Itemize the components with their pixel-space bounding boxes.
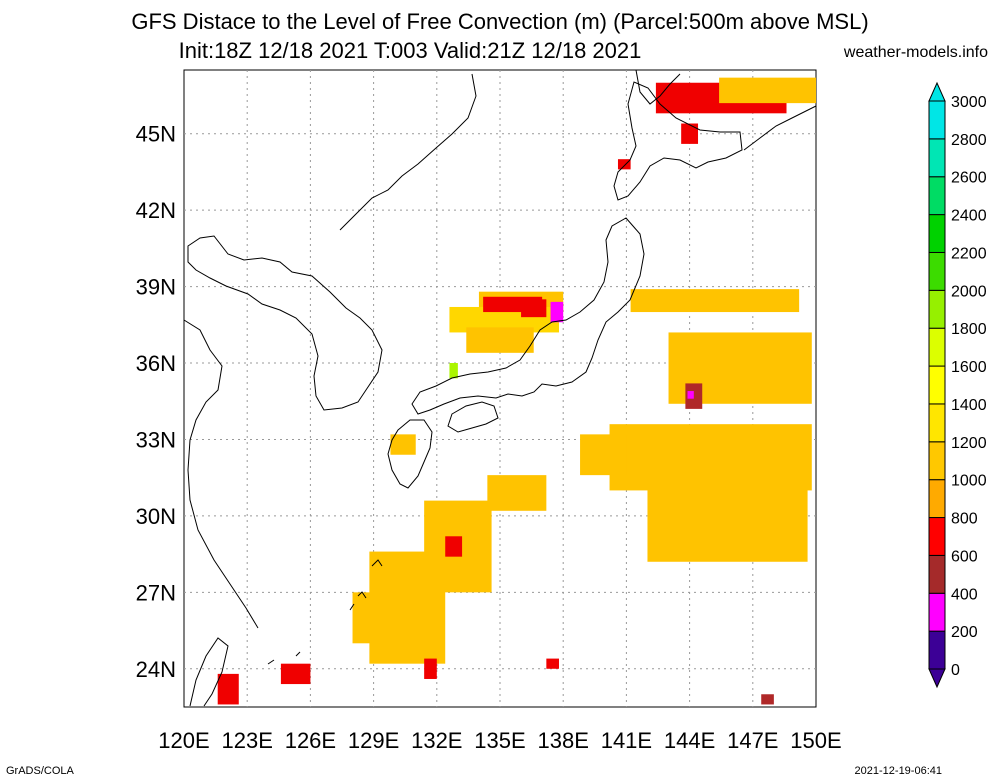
lat-tick-label: 30N [136,504,176,529]
colorbar-label: 600 [951,548,978,565]
lon-tick-label: 135E [474,728,525,753]
colorbar-box [928,327,946,367]
lfc-patch [761,694,774,705]
colorbar-box [928,630,946,670]
lat-tick-label: 45N [136,122,176,147]
colorbar-box [928,100,946,140]
colorbar-label: 200 [951,624,978,641]
footer-right: 2021-12-19-06:41 [854,765,942,777]
lfc-patch [647,485,808,562]
lon-tick-label: 138E [538,728,589,753]
colorbar-box [928,592,946,632]
lat-tick-label: 33N [136,427,176,452]
lat-tick-label: 24N [136,657,176,682]
shikoku-coast [447,401,499,433]
lfc-patch [719,77,816,104]
kuril-islands [743,105,817,151]
colorbar-label: 400 [951,586,978,603]
lfc-patch [390,434,416,455]
colorbar-label: 0 [951,662,960,679]
lfc-patch [217,673,239,705]
colorbar-label: 2200 [951,245,987,262]
lat-tick-label: 36N [136,351,176,376]
honshu-coast [411,217,645,415]
korea-coast [187,235,383,411]
lfc-patch [466,327,534,353]
lon-tick-label: 132E [411,728,462,753]
lon-tick-label: 147E [727,728,778,753]
colorbar-box [928,138,946,178]
colorbar-box [928,441,946,481]
lat-tick-label: 27N [136,580,176,605]
colorbar-label: 2400 [951,208,987,225]
colorbar-box [928,479,946,519]
colorbar-label: 1200 [951,435,987,452]
colorbar-max-arrow [928,81,946,102]
manchuria-coast [339,73,477,231]
lfc-patch [580,434,627,476]
lfc-patch [546,658,559,669]
colorbar-label: 1800 [951,321,987,338]
lfc-patch [352,592,408,644]
chart-subtitle: Init:18Z 12/18 2021 T:003 Valid:21Z 12/1… [178,38,642,63]
colorbar-box [928,365,946,405]
colorbar-box [928,289,946,329]
hokkaido-coast [613,81,743,201]
lfc-patch [521,299,547,318]
lfc-patch [687,391,694,399]
colorbar-box [928,251,946,291]
colorbar-box [928,176,946,216]
colorbar-box [928,517,946,556]
lon-tick-label: 141E [601,728,652,753]
lat-tick-label: 39N [136,275,176,300]
china-coast [183,319,259,629]
source-site: weather-models.info [843,44,988,61]
colorbar-label: 3000 [951,94,987,111]
footer-left: GrADS/COLA [6,765,74,777]
colorbar-label: 1400 [951,397,987,414]
lfc-patch [681,123,699,144]
colorbar-box [928,403,946,443]
lfc-field [217,77,816,705]
lon-tick-label: 150E [790,728,841,753]
lon-tick-label: 123E [222,728,273,753]
lon-tick-label: 129E [348,728,399,753]
colorbar-boxes [928,81,946,689]
lfc-patch [487,475,547,511]
lfc-patch [550,301,564,323]
lfc-patch [617,159,631,170]
axis-ticks: 120E 123E 126E 129E 132E 135E 138E 141E 144E 147E… [136,122,842,753]
lfc-patch [424,658,437,679]
lfc-patch [630,289,800,313]
colorbar-label: 2000 [951,283,987,300]
lfc-patch [445,536,463,557]
colorbar-label: 800 [951,511,978,528]
lfc-patch [280,663,311,685]
lon-tick-label: 120E [158,728,209,753]
colorbar-label: 2800 [951,132,987,149]
colorbar-box [928,214,946,253]
sakhalin-coast [635,69,681,105]
lon-tick-label: 144E [664,728,715,753]
colorbar-label: 1600 [951,359,987,376]
kyushu-coast [387,419,433,489]
chart-title: GFS Distace to the Level of Free Convect… [131,9,869,34]
lat-tick-label: 42N [136,198,176,223]
colorbar-box [928,554,946,594]
colorbar-min-arrow [928,668,946,689]
colorbar-labels: 0 200 400 600 800 1000 1200 1400 1600 1800 2000 220… [951,94,987,679]
lon-tick-label: 126E [285,728,336,753]
lfc-patch [609,424,812,491]
taiwan-coast [189,637,229,707]
coastlines [183,69,817,707]
lfc-patch [449,363,458,379]
colorbar-label: 1000 [951,473,987,490]
colorbar-label: 2600 [951,170,987,187]
ryukyu-islands [267,559,383,665]
